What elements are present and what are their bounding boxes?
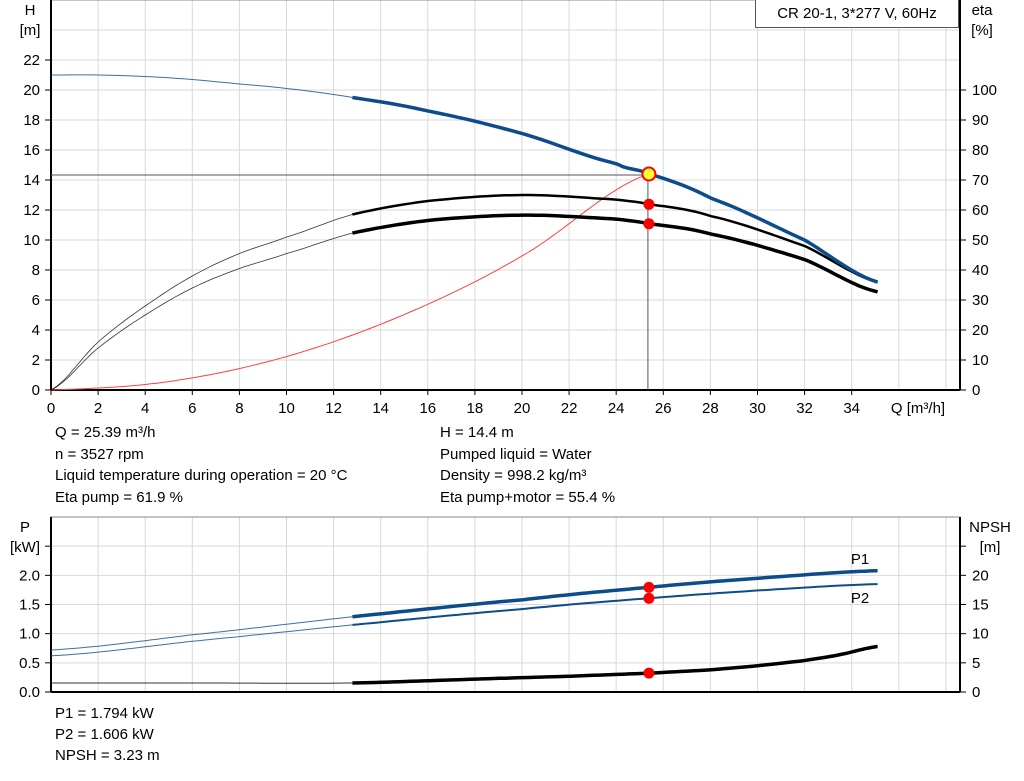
eta-pump-curve-bold xyxy=(352,193,878,284)
chart-title-box: CR 20-1, 3*277 V, 60Hz xyxy=(755,0,959,28)
y2-tick-label: 30 xyxy=(972,292,989,309)
x-tick-label: 24 xyxy=(608,400,625,417)
info-eta-pump-motor: Eta pump+motor = 55.4 % xyxy=(440,489,616,506)
p1-point xyxy=(643,581,655,593)
info-liquid: Pumped liquid = Water xyxy=(440,446,592,463)
eta-pump-motor-curve-bold xyxy=(352,213,879,294)
info-p2: P2 = 1.606 kW xyxy=(55,726,154,743)
info-p1: P1 = 1.794 kW xyxy=(55,705,154,722)
x-tick-label: 26 xyxy=(655,400,672,417)
duty-point xyxy=(641,166,657,182)
info-temperature: Liquid temperature during operation = 20… xyxy=(55,467,348,484)
y-tick-label: 0 xyxy=(32,382,40,399)
p-axis-unit: [kW] xyxy=(10,539,40,556)
x-tick-label: 14 xyxy=(372,400,389,417)
y-tick-label: 4 xyxy=(32,322,40,339)
npsh-tick-label: 20 xyxy=(972,567,989,584)
y2-tick-label: 50 xyxy=(972,232,989,249)
x-tick-label: 34 xyxy=(843,400,860,417)
y-tick-label: 12 xyxy=(23,202,40,219)
npsh-point xyxy=(643,667,655,679)
y2-tick-label: 40 xyxy=(972,262,989,279)
y2-tick-label: 0 xyxy=(972,382,980,399)
npsh-tick-label: 0 xyxy=(972,684,980,701)
npsh-axis-label: NPSH xyxy=(969,519,1011,536)
y-tick-label: 22 xyxy=(23,52,40,69)
x-tick-label: 12 xyxy=(325,400,342,417)
info-npsh: NPSH = 3.23 m xyxy=(55,747,160,764)
x-tick-label: 32 xyxy=(796,400,813,417)
x-tick-label: 0 xyxy=(47,400,55,417)
y-tick-label: 8 xyxy=(32,262,40,279)
info-speed: n = 3527 rpm xyxy=(55,446,144,463)
eta-pump-motor-point xyxy=(643,218,655,230)
npsh-axis-unit: [m] xyxy=(980,539,1001,556)
eta-pump-motor-curve-thin xyxy=(50,232,353,391)
x-tick-label: 20 xyxy=(514,400,531,417)
p-axis-label: P xyxy=(20,519,30,536)
y2-tick-label: 70 xyxy=(972,172,989,189)
y-tick-label: 10 xyxy=(23,232,40,249)
y-tick-label: 6 xyxy=(32,292,40,309)
x-tick-label: 8 xyxy=(235,400,243,417)
y2-tick-label: 60 xyxy=(972,202,989,219)
p1-label: P1 xyxy=(851,551,869,568)
x-tick-label: 10 xyxy=(278,400,295,417)
x-tick-label: 4 xyxy=(141,400,149,417)
p2-point xyxy=(643,592,655,604)
p2-curve-thin xyxy=(50,624,353,657)
y-tick-label: 20 xyxy=(23,82,40,99)
y-tick-label: 18 xyxy=(23,112,40,129)
x-tick-label: 6 xyxy=(188,400,196,417)
y2-tick-label: 100 xyxy=(972,82,997,99)
x-tick-label: 16 xyxy=(419,400,436,417)
info-q: Q = 25.39 m³/h xyxy=(55,424,156,441)
y-tick-label: 16 xyxy=(23,142,40,159)
p2-label: P2 xyxy=(851,590,869,607)
p-tick-label: 0.5 xyxy=(19,655,40,672)
eta-pump-curve-thin xyxy=(50,214,353,391)
info-head: H = 14.4 m xyxy=(440,424,514,441)
p-tick-label: 1.5 xyxy=(19,597,40,614)
y-tick-label: 14 xyxy=(23,172,40,189)
info-density: Density = 998.2 kg/m³ xyxy=(440,467,587,484)
p-tick-label: 1.0 xyxy=(19,626,40,643)
x-tick-label: 18 xyxy=(467,400,484,417)
x-axis-label: Q [m³/h] xyxy=(891,400,945,417)
y2-tick-label: 10 xyxy=(972,352,989,369)
head-curve-thin xyxy=(51,74,353,98)
npsh-tick-label: 5 xyxy=(972,655,980,672)
npsh-tick-label: 10 xyxy=(972,626,989,643)
p2-curve-bold xyxy=(352,583,878,626)
system-curve xyxy=(50,173,650,391)
y2-tick-label: 20 xyxy=(972,322,989,339)
eta-pump-point xyxy=(643,198,655,210)
y2-axis-label: eta xyxy=(972,2,994,19)
x-tick-label: 30 xyxy=(749,400,766,417)
y2-tick-label: 80 xyxy=(972,142,989,159)
p-tick-label: 2.0 xyxy=(19,567,40,584)
y-axis-label: H xyxy=(25,2,36,19)
y-tick-label: 2 xyxy=(32,352,40,369)
y2-axis-unit: [%] xyxy=(971,22,993,39)
p-tick-label: 0.0 xyxy=(19,684,40,701)
x-tick-label: 22 xyxy=(561,400,578,417)
x-tick-label: 2 xyxy=(94,400,102,417)
y-axis-unit: [m] xyxy=(20,22,41,39)
y2-tick-label: 90 xyxy=(972,112,989,129)
npsh-tick-label: 15 xyxy=(972,597,989,614)
p1-curve-bold xyxy=(352,568,878,619)
info-eta-pump: Eta pump = 61.9 % xyxy=(55,489,183,506)
head-curve-bold xyxy=(352,95,879,284)
p1-curve-thin xyxy=(50,616,353,651)
x-tick-label: 28 xyxy=(702,400,719,417)
npsh-curve-bold xyxy=(352,644,878,685)
